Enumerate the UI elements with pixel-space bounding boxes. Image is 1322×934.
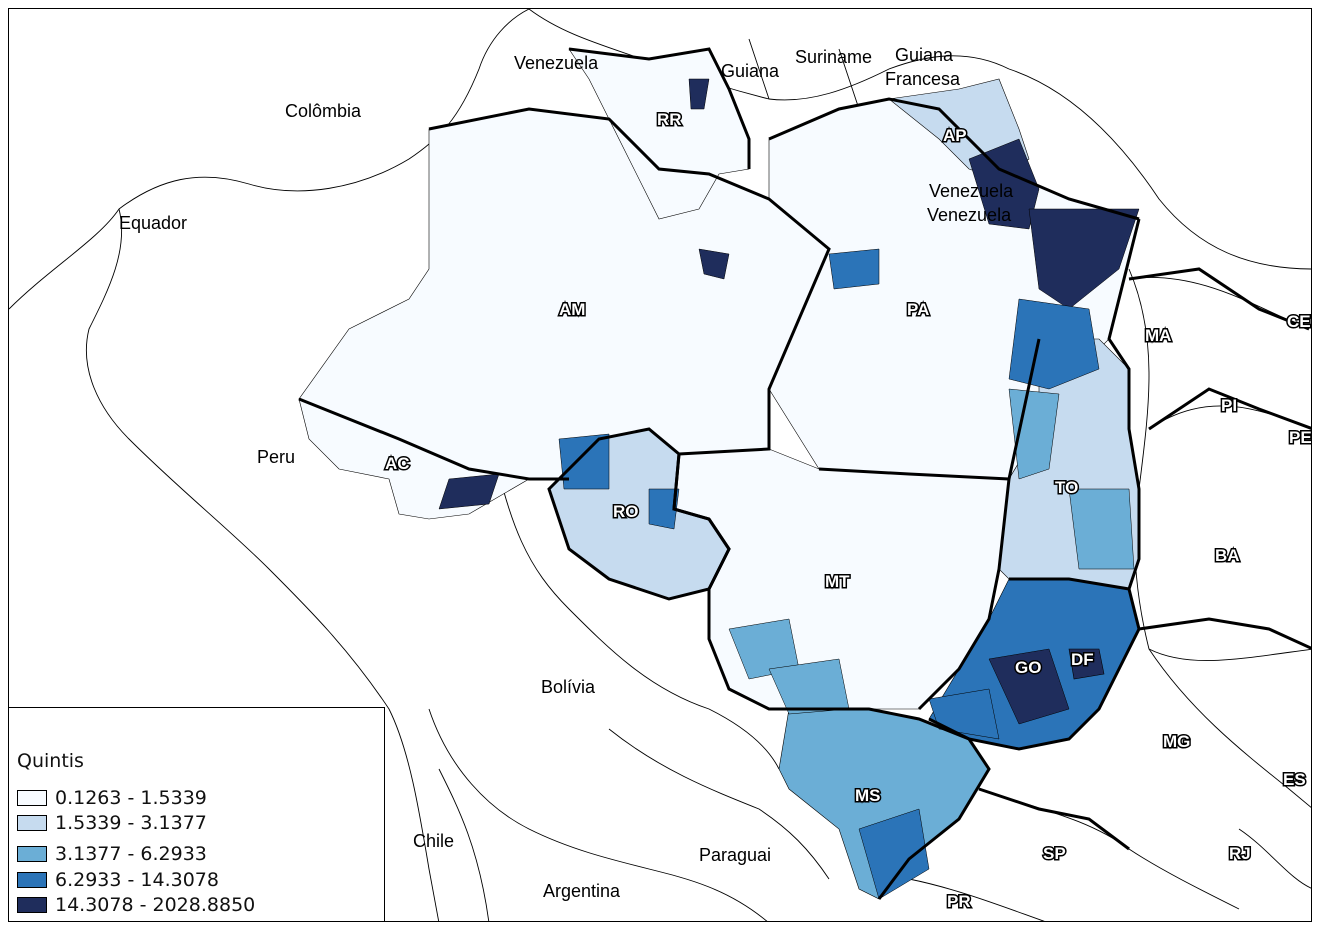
country-label-guiana-francesa-2: Francesa [885, 69, 961, 89]
country-labels: Venezuela Guiana Suriname Guiana Frances… [119, 45, 1014, 901]
country-label-suriname: Suriname [795, 47, 872, 67]
legend-label-q2: 1.5339 - 3.1377 [55, 812, 207, 834]
country-label-chile: Chile [413, 831, 454, 851]
state-label-df: DF [1071, 650, 1094, 669]
country-label-guiana: Guiana [721, 61, 780, 81]
legend-title: Quintis [17, 750, 84, 772]
legend-item-q2: 1.5339 - 3.1377 [17, 812, 207, 834]
state-label-ms: MS [855, 786, 881, 805]
country-label-venezuela-2: Venezuela [929, 181, 1014, 201]
state-label-sp: SP [1043, 844, 1066, 863]
state-label-mt: MT [825, 572, 850, 591]
legend: Quintis 0.1263 - 1.5339 1.5339 - 3.1377 … [9, 707, 385, 921]
state-borders [298, 47, 1311, 900]
legend-item-q3: 3.1377 - 6.2933 [17, 843, 207, 865]
country-label-equador: Equador [119, 213, 187, 233]
country-label-paraguai: Paraguai [699, 845, 771, 865]
choropleth-map: Venezuela Guiana Suriname Guiana Frances… [9, 9, 1312, 921]
legend-item-q4: 6.2933 - 14.3078 [17, 869, 219, 891]
state-label-am: AM [559, 300, 585, 319]
state-label-ro: RO [613, 502, 639, 521]
state-label-pi: PI [1221, 396, 1237, 415]
state-label-go: GO [1015, 658, 1041, 677]
country-label-bolivia: Bolívia [541, 677, 596, 697]
map-frame: Venezuela Guiana Suriname Guiana Frances… [8, 8, 1312, 922]
state-label-rj: RJ [1229, 844, 1251, 863]
state-label-pe: PE [1289, 428, 1312, 447]
region-df [1068, 648, 1105, 680]
legend-label-q4: 6.2933 - 14.3078 [55, 869, 219, 891]
state-label-ma: MA [1145, 326, 1171, 345]
country-label-peru: Peru [257, 447, 295, 467]
legend-swatch-q2 [17, 815, 47, 831]
state-label-ac: AC [385, 454, 410, 473]
country-label-colombia: Colômbia [285, 101, 362, 121]
legend-label-q3: 3.1377 - 6.2933 [55, 843, 207, 865]
state-label-rr: RR [657, 110, 682, 129]
state-label-ba: BA [1215, 546, 1240, 565]
state-label-ce: CE [1287, 312, 1311, 331]
country-label-venezuela: Venezuela [514, 53, 599, 73]
legend-item-q1: 0.1263 - 1.5339 [17, 787, 207, 809]
high-value-clusters [438, 78, 1140, 900]
legend-label-q1: 0.1263 - 1.5339 [55, 787, 207, 809]
state-labels: RR AP AM PA MA CE PI PE AC RO TO BA MT G… [384, 109, 1312, 913]
legend-swatch-q5 [17, 897, 47, 913]
state-label-pr: PR [947, 892, 971, 911]
legend-item-q5: 14.3078 - 2028.8850 [17, 894, 256, 916]
state-label-pa: PA [907, 300, 929, 319]
country-label-venezuela-3: Venezuela [927, 205, 1012, 225]
legend-label-q5: 14.3078 - 2028.8850 [55, 894, 256, 916]
country-label-argentina: Argentina [543, 881, 621, 901]
state-label-mg: MG [1163, 732, 1190, 751]
country-label-guiana-francesa-1: Guiana [895, 45, 954, 65]
state-label-to: TO [1055, 478, 1078, 497]
legend-swatch-q3 [17, 846, 47, 862]
legend-swatch-q4 [17, 872, 47, 888]
state-label-es: ES [1283, 770, 1306, 789]
state-label-ap: AP [943, 126, 967, 145]
legend-swatch-q1 [17, 790, 47, 806]
